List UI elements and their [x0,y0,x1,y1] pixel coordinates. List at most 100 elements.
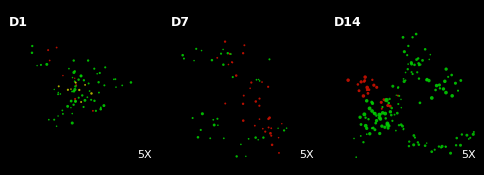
Point [110,78,118,81]
Point [85,82,92,85]
Point [398,36,406,39]
Point [384,125,392,127]
Point [390,113,397,116]
Point [394,124,402,127]
Point [380,126,388,129]
Point [264,117,272,120]
Point [70,90,77,93]
Point [265,116,273,119]
Point [386,110,393,113]
Point [437,146,444,149]
Point [79,106,87,108]
Point [71,70,78,73]
Point [239,52,246,55]
Point [360,113,367,116]
Point [452,137,460,139]
Point [367,110,375,112]
Point [399,78,407,80]
Point [410,136,418,139]
Point [410,63,418,66]
Point [68,112,76,115]
Point [387,107,395,109]
Point [192,47,200,50]
Point [370,112,378,115]
Point [67,106,75,109]
Point [422,79,430,81]
Point [435,87,443,90]
Point [91,99,98,102]
Point [432,84,439,87]
Point [87,98,95,101]
Point [379,98,387,101]
Point [439,88,446,90]
Point [441,145,449,148]
Point [351,156,359,159]
Point [407,71,415,74]
Point [413,57,421,60]
Point [427,150,435,153]
Point [380,112,388,115]
Point [385,97,393,100]
Point [407,63,415,65]
Point [375,113,382,116]
Point [240,94,247,97]
Point [362,99,370,102]
Point [101,66,109,69]
Point [70,103,77,106]
Point [213,124,221,127]
Point [362,127,370,130]
Point [364,88,372,91]
Point [361,116,369,119]
Point [267,134,274,137]
Point [179,54,186,57]
Point [356,135,364,137]
Point [37,64,45,66]
Point [190,59,197,62]
Text: 5X: 5X [299,150,313,160]
Point [81,83,89,86]
Point [224,63,232,66]
Point [437,145,445,148]
Point [72,81,79,84]
Point [254,138,261,141]
Point [455,144,463,147]
Text: D14: D14 [333,16,361,29]
Point [277,122,285,125]
Point [50,88,58,91]
Point [469,133,476,136]
Point [356,123,364,126]
Point [261,130,269,133]
Point [67,88,75,90]
Point [387,114,394,117]
Point [81,99,89,102]
Point [393,94,401,97]
Point [367,127,375,130]
Point [409,134,417,137]
Point [363,86,370,89]
Point [237,143,244,146]
Point [240,44,248,47]
Point [112,86,120,89]
Point [209,118,217,121]
Point [258,127,266,130]
Point [226,52,233,55]
Text: D1: D1 [9,16,28,29]
Point [64,88,72,91]
Point [404,145,412,148]
Point [388,85,396,88]
Point [213,117,221,120]
Point [188,117,196,119]
Point [367,101,375,104]
Point [394,94,402,97]
Point [264,126,272,129]
Point [407,61,414,64]
Point [56,93,64,95]
Point [63,105,71,108]
Point [267,127,274,130]
Point [84,59,92,62]
Point [72,100,79,103]
Point [65,67,73,70]
Point [72,84,80,87]
Point [451,82,458,85]
Point [369,84,377,87]
